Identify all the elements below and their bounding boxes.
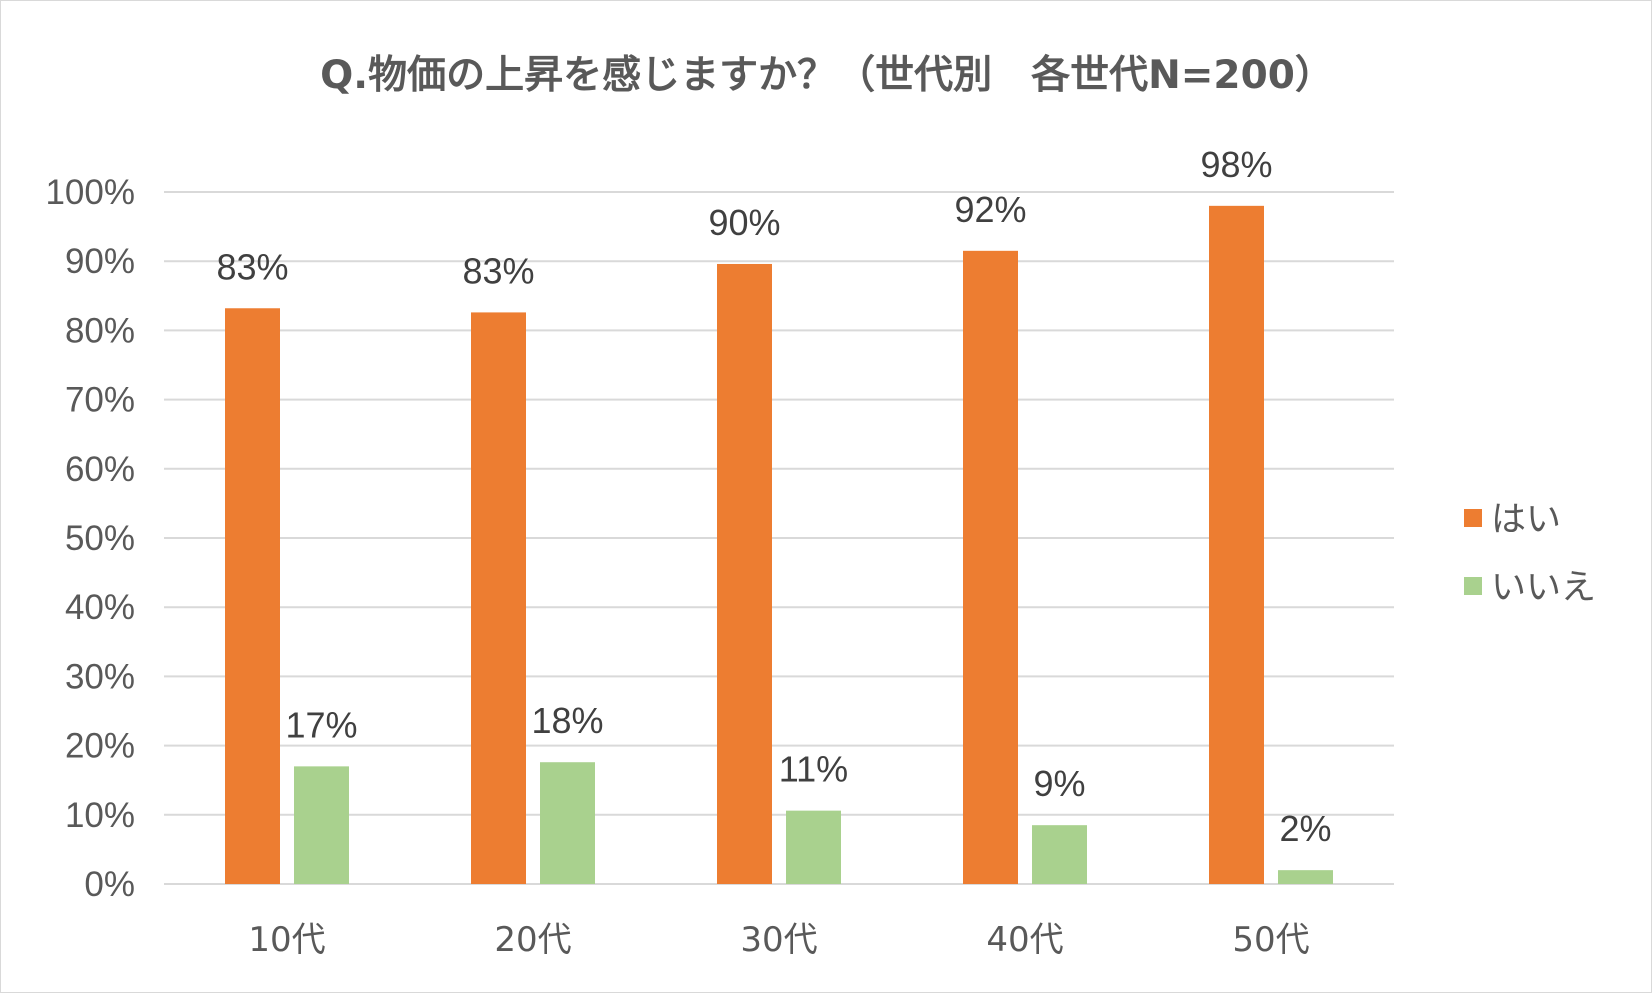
x-axis-categories: 10代 20代 30代 40代 50代 — [248, 920, 1309, 960]
y-tick-label: 100% — [45, 173, 135, 212]
y-tick-label: 40% — [65, 588, 135, 627]
bar-hai — [471, 312, 526, 885]
data-label-iie: 2% — [1279, 808, 1331, 849]
bar-hai — [1209, 205, 1264, 885]
legend-label-iie: いいえ — [1491, 568, 1596, 608]
y-tick-label: 50% — [65, 519, 135, 558]
y-tick-label: 60% — [65, 450, 135, 489]
data-label-hai: 98% — [1200, 144, 1272, 185]
y-tick-label: 0% — [84, 865, 135, 904]
y-tick-label: 20% — [65, 727, 135, 766]
data-label-iie: 17% — [285, 704, 357, 745]
bar-hai — [225, 308, 280, 885]
y-tick-label: 70% — [65, 381, 135, 420]
bar-iie — [294, 766, 349, 884]
x-category-label: 10代 — [248, 920, 325, 960]
bar-iie — [786, 810, 841, 884]
gridlines — [164, 191, 1394, 885]
data-label-hai: 92% — [954, 189, 1026, 230]
y-tick-label: 10% — [65, 796, 135, 835]
bar-hai — [963, 250, 1018, 884]
bar-iie — [1278, 870, 1333, 884]
bars — [225, 205, 1333, 885]
legend-swatch-hai — [1464, 509, 1482, 527]
x-category-label: 20代 — [494, 920, 571, 960]
bar-iie — [540, 762, 595, 884]
data-label-iie: 9% — [1033, 763, 1085, 804]
y-tick-label: 80% — [65, 311, 135, 350]
data-label-hai: 83% — [462, 250, 534, 291]
y-tick-label: 30% — [65, 657, 135, 696]
x-category-label: 40代 — [986, 920, 1063, 960]
data-labels: 83% 17% 83% 18% 90% 11% 92% 9% 98% 2% — [216, 144, 1331, 849]
legend-label-hai: はい — [1491, 500, 1561, 540]
data-label-hai: 83% — [216, 246, 288, 287]
legend-swatch-iie — [1464, 577, 1482, 595]
y-axis-ticks: 0% 10% 20% 30% 40% 50% 60% 70% 80% 90% 100% — [45, 173, 135, 904]
bar-hai — [717, 263, 772, 884]
data-label-iie: 11% — [779, 749, 848, 790]
bar-iie — [1032, 825, 1087, 884]
chart-title: Q.物価の上昇を感じますか？（世代別 各世代N=200） — [320, 53, 1334, 98]
data-label-iie: 18% — [531, 700, 603, 741]
y-tick-label: 90% — [65, 242, 135, 281]
x-category-label: 50代 — [1232, 920, 1309, 960]
x-category-label: 30代 — [740, 920, 817, 960]
data-label-hai: 90% — [708, 202, 780, 243]
